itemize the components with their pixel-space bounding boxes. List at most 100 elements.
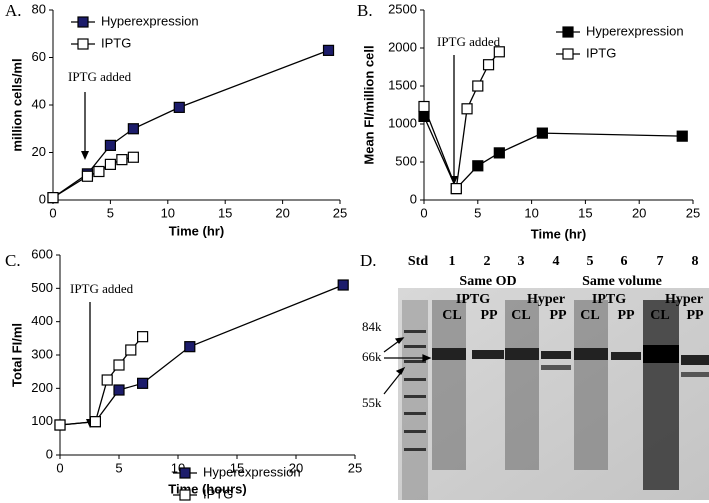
legend-marker — [562, 48, 574, 60]
x-tick-label: 10 — [161, 205, 175, 220]
fraction-label: PP — [617, 308, 635, 323]
marker-label: 66k — [362, 349, 382, 364]
x-tick-label: 15 — [230, 460, 244, 475]
y-tick-label: 2500 — [388, 1, 417, 16]
lane-label: 3 — [518, 254, 525, 269]
lane-label: 8 — [692, 254, 699, 269]
condition-label: IPTG — [456, 292, 490, 307]
marker-arrows — [383, 337, 432, 395]
x-tick-label: 0 — [49, 205, 56, 220]
y-tick-label: 60 — [32, 49, 46, 64]
y-tick-label: 40 — [32, 96, 46, 111]
x-tick-label: 0 — [420, 205, 427, 220]
fraction-label: PP — [480, 308, 498, 323]
x-tick-label: 20 — [289, 460, 303, 475]
x-tick-label: 5 — [107, 205, 114, 220]
marker — [322, 44, 335, 56]
panel-label: A. — [5, 1, 22, 20]
marker — [184, 341, 196, 353]
y-tick-label: 600 — [31, 246, 53, 261]
marker — [116, 154, 128, 166]
y-tick-label: 0 — [39, 191, 46, 206]
x-tick-label: 5 — [115, 460, 122, 475]
lane-label: 7 — [657, 254, 664, 269]
x-axis-label: Time (hr) — [531, 226, 586, 241]
marker — [54, 419, 66, 431]
series-line — [423, 116, 683, 190]
chart: 0 5 10 15 20 25 0 20 40 60 80 Time (hr) million cell… — [5, 1, 347, 239]
lane-label: Std — [408, 254, 428, 269]
group-label: Same OD — [459, 274, 516, 289]
fraction-label: PP — [686, 308, 704, 323]
legend-marker — [179, 467, 191, 479]
lane-label: 2 — [484, 254, 491, 269]
marker — [93, 165, 105, 178]
marker — [101, 374, 113, 386]
legend-label: IPTG — [101, 35, 131, 50]
y-tick-label: 0 — [410, 191, 417, 206]
series-line — [59, 284, 344, 426]
x-tick-label: 15 — [578, 205, 592, 220]
y-tick-label: 1500 — [388, 77, 417, 92]
y-axis-label: million cells/ml — [9, 58, 24, 151]
condition-label: Hyper — [527, 292, 565, 307]
legend-label: Hyperexpression — [586, 23, 684, 38]
legend-marker — [179, 489, 191, 501]
marker — [104, 158, 117, 170]
marker — [482, 59, 495, 71]
x-tick-label: 15 — [218, 205, 232, 220]
y-tick-label: 500 — [31, 280, 53, 295]
x-tick-label: 25 — [686, 205, 700, 220]
legend-marker — [77, 38, 89, 50]
marker — [127, 151, 139, 163]
fraction-label: CL — [511, 308, 530, 323]
x-tick-label: 20 — [632, 205, 646, 220]
marker — [536, 127, 548, 139]
marker — [113, 359, 125, 371]
marker — [125, 344, 137, 356]
marker — [127, 123, 139, 135]
panel-label: C. — [5, 251, 21, 270]
marker — [450, 183, 462, 195]
x-tick-label: 25 — [348, 460, 362, 475]
marker — [461, 103, 473, 115]
marker — [89, 416, 102, 428]
y-tick-label: 100 — [31, 413, 53, 428]
group-label: Same volume — [582, 274, 662, 289]
marker — [337, 279, 349, 291]
gel-bands — [402, 300, 709, 500]
marker — [173, 101, 185, 113]
condition-label: Hyper — [665, 292, 703, 307]
legend-marker — [77, 16, 89, 28]
marker — [47, 192, 59, 204]
lane-label: 5 — [587, 254, 594, 269]
y-tick-label: 0 — [46, 446, 53, 461]
x-axis-label: Time (hr) — [169, 223, 224, 238]
y-tick-label: 300 — [31, 346, 53, 361]
condition-label: IPTG — [592, 292, 626, 307]
x-tick-label: 20 — [275, 205, 289, 220]
marker — [137, 377, 149, 389]
y-tick-label: 400 — [31, 313, 53, 328]
y-axis-label: Total FI/ml — [9, 323, 24, 387]
chart: 0 5 10 15 20 25 0 500 1000 1500 2000 2500 Time (hr) M… — [357, 1, 700, 242]
arrow-head — [81, 151, 89, 160]
annotation: IPTG added — [70, 281, 134, 296]
marker — [472, 160, 484, 172]
annotation: IPTG added — [68, 69, 132, 84]
marker — [676, 130, 688, 142]
marker — [137, 331, 149, 343]
legend-marker — [562, 26, 574, 38]
fraction-label: CL — [650, 308, 669, 323]
y-tick-label: 2000 — [388, 39, 417, 54]
panel-label: D. — [360, 251, 377, 270]
series-line — [52, 49, 329, 199]
x-tick-label: 0 — [56, 460, 63, 475]
marker — [113, 384, 125, 396]
series-line — [423, 51, 500, 192]
lane-label: 4 — [553, 254, 560, 269]
lane-label: 1 — [449, 254, 456, 269]
x-tick-label: 10 — [524, 205, 538, 220]
